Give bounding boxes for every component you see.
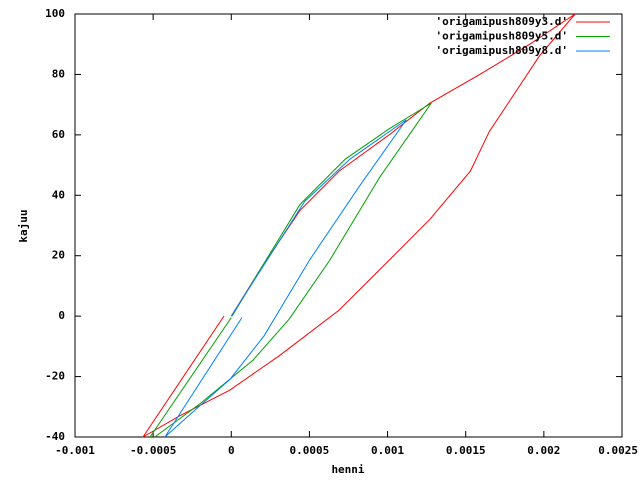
series-line xyxy=(142,13,576,438)
y-axis-label: kajuu xyxy=(17,209,30,242)
legend-label: 'origamipush809y8.d' xyxy=(436,44,568,57)
x-tick-label: 0.0005 xyxy=(290,444,330,457)
series-line xyxy=(164,119,407,438)
plot-frame xyxy=(74,13,623,438)
x-tick-label: 0 xyxy=(228,444,235,457)
y-tick-label: 0 xyxy=(58,309,65,322)
x-tick-label: 0.001 xyxy=(371,444,404,457)
y-tick-label: 100 xyxy=(45,7,65,20)
y-tick-label: 60 xyxy=(52,128,65,141)
y-tick-label: -20 xyxy=(45,370,65,383)
y-tick-label: 20 xyxy=(52,249,65,262)
x-tick-label: 0.002 xyxy=(527,444,560,457)
y-tick-label: -40 xyxy=(45,430,65,443)
legend-label: 'origamipush809y5.d' xyxy=(436,30,568,43)
x-tick-label: -0.0005 xyxy=(130,444,176,457)
series-line xyxy=(149,102,432,438)
x-axis-label: henni xyxy=(331,463,364,476)
y-tick-label: 40 xyxy=(52,188,65,201)
x-tick-label: 0.0025 xyxy=(598,444,638,457)
y-tick-label: 80 xyxy=(52,67,65,80)
x-tick-label: -0.001 xyxy=(55,444,95,457)
x-tick-label: 0.0015 xyxy=(446,444,486,457)
legend-label: 'origamipush809y3.d' xyxy=(436,15,568,28)
